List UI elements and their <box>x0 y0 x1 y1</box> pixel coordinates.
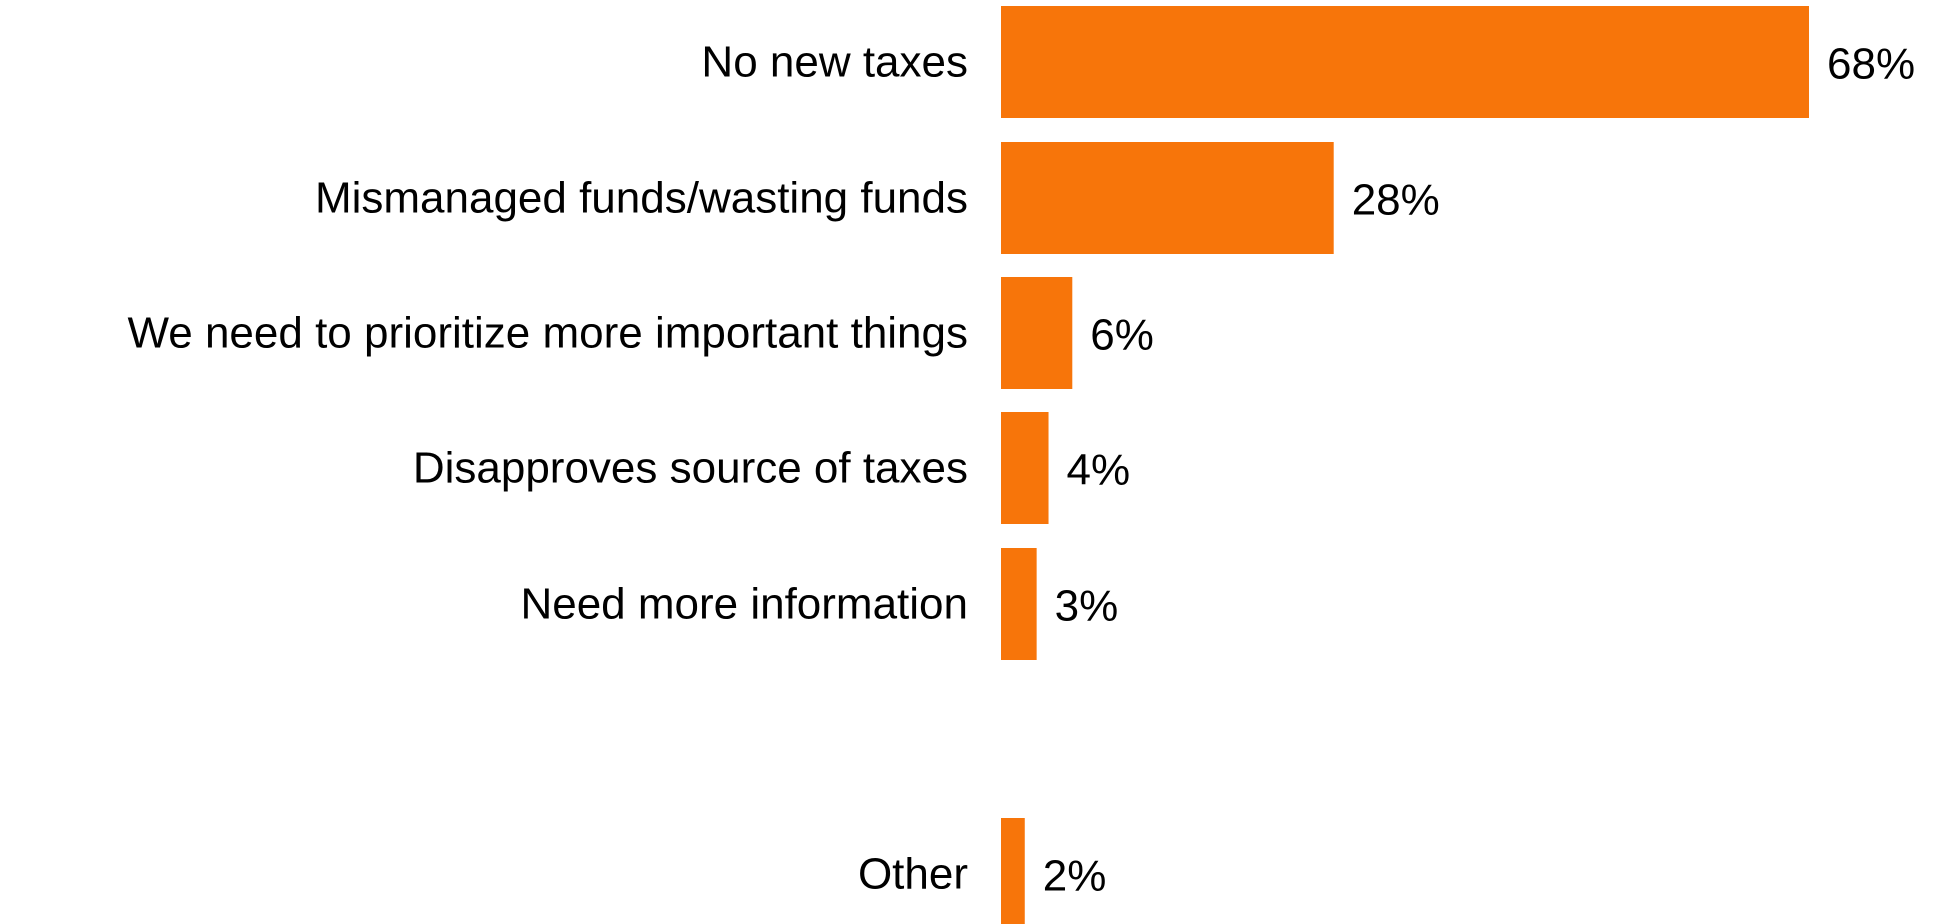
bar-5 <box>1001 548 1037 660</box>
category-label-3: We need to prioritize more important thi… <box>128 309 968 358</box>
category-label-2: Mismanaged funds/wasting funds <box>315 174 968 223</box>
bars-layer <box>1001 6 1809 924</box>
value-label-3: 6% <box>1090 311 1154 360</box>
bar-4 <box>1001 412 1049 524</box>
bar-2 <box>1001 142 1334 254</box>
value-label-1: 68% <box>1827 40 1915 89</box>
value-label-6: 2% <box>1043 852 1107 901</box>
bar-1 <box>1001 6 1809 118</box>
value-label-4: 4% <box>1067 446 1131 495</box>
bar-3 <box>1001 277 1073 389</box>
category-label-1: No new taxes <box>701 38 968 87</box>
bar-6 <box>1001 818 1025 924</box>
category-labels: No new taxes Mismanaged funds/wasting fun… <box>128 38 968 899</box>
category-label-5: Need more information <box>520 580 968 629</box>
value-labels: 68% 28% 6% 4% 3% 2% <box>1043 40 1915 901</box>
value-label-2: 28% <box>1352 176 1440 225</box>
value-label-5: 3% <box>1055 582 1119 631</box>
category-label-6: Other <box>858 850 968 899</box>
category-label-4: Disapproves source of taxes <box>413 444 968 493</box>
